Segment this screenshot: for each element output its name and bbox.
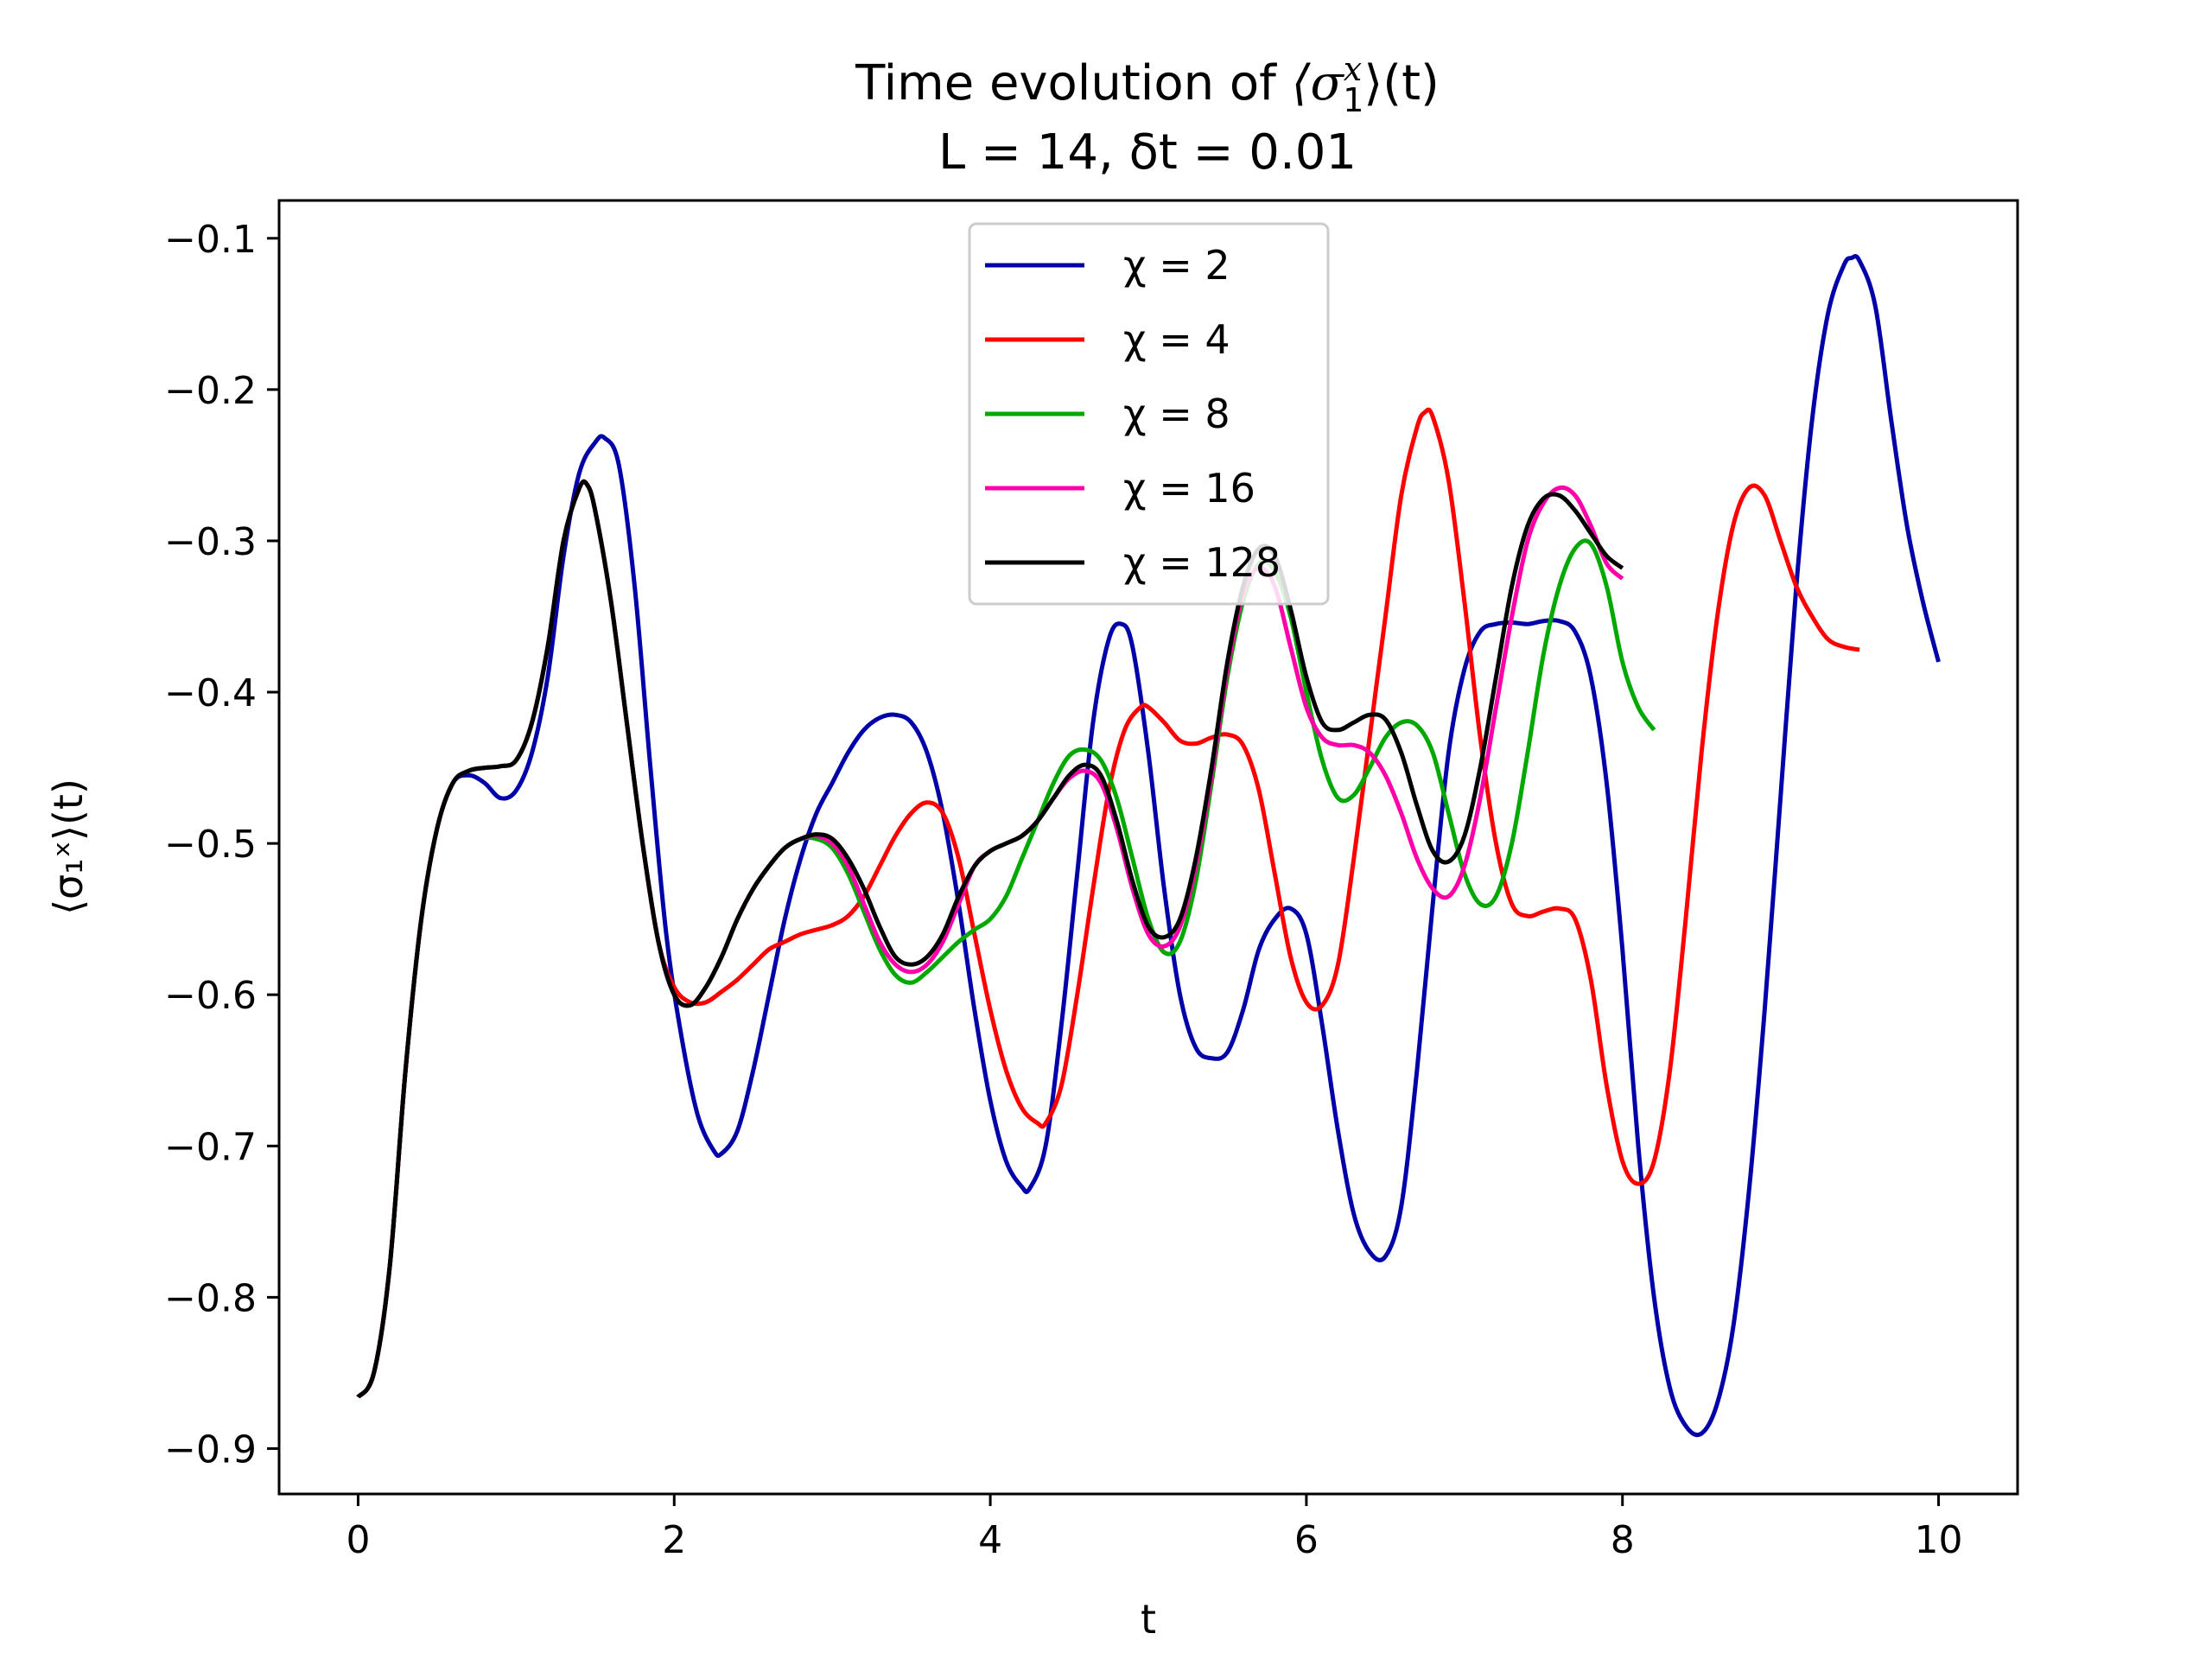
legend-box bbox=[968, 222, 1330, 606]
chart-title-line2: L = 14, δt = 0.01 bbox=[938, 124, 1357, 181]
legend-label-2: χ = 8 bbox=[1123, 391, 1230, 437]
y-tick-label: −0.7 bbox=[164, 1125, 257, 1169]
series-line-4 bbox=[356, 479, 1624, 1399]
y-axis-label: ⟨σ₁ˣ⟩(t) bbox=[45, 779, 92, 915]
series-line-0 bbox=[356, 253, 1941, 1438]
plot-area bbox=[277, 199, 2019, 1496]
y-tick-label: −0.6 bbox=[164, 974, 257, 1018]
x-tick-label: 4 bbox=[978, 1518, 1002, 1562]
legend-label-0: χ = 2 bbox=[1123, 242, 1230, 289]
x-axis-label: t bbox=[1141, 1596, 1156, 1643]
legend-label-1: χ = 4 bbox=[1123, 316, 1230, 363]
y-axis-ticks: −0.9 −0.8 −0.7 −0.6 −0.5 −0.4 −0.3 −0.2 −0.1 bbox=[164, 218, 279, 1471]
y-tick-label: −0.8 bbox=[164, 1276, 257, 1320]
x-tick-label: 8 bbox=[1611, 1518, 1635, 1562]
chart-title-line1: Time evolution of ⟨σx 1⟩(t) bbox=[855, 50, 1440, 119]
series-lines bbox=[356, 253, 1941, 1438]
y-tick-label: −0.5 bbox=[164, 823, 257, 867]
legend-label-3: χ = 16 bbox=[1123, 465, 1255, 512]
y-tick-label: −0.3 bbox=[164, 520, 257, 564]
x-tick-label: 6 bbox=[1294, 1518, 1319, 1562]
y-tick-label: −0.9 bbox=[164, 1427, 257, 1471]
legend-entries: χ = 2 χ = 4 χ = 8 χ = 16 χ = 128 bbox=[985, 242, 1281, 586]
x-tick-label: 10 bbox=[1915, 1518, 1963, 1562]
x-tick-label: 0 bbox=[346, 1518, 370, 1562]
x-axis-ticks: 0 2 4 6 8 10 bbox=[346, 1494, 1963, 1562]
y-tick-label: −0.2 bbox=[164, 369, 257, 413]
y-tick-label: −0.4 bbox=[164, 671, 257, 715]
legend-label-4: χ = 128 bbox=[1123, 539, 1281, 586]
x-tick-label: 2 bbox=[662, 1518, 686, 1562]
legend: χ = 2 χ = 4 χ = 8 χ = 16 χ = 128 bbox=[968, 222, 1330, 606]
y-tick-label: −0.1 bbox=[164, 218, 257, 262]
